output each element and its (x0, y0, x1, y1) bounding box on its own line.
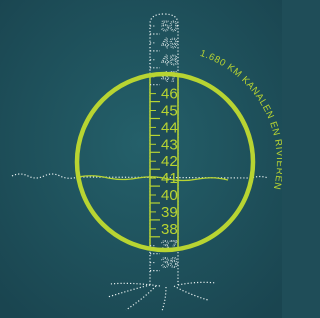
gauge-label: 41 (161, 170, 178, 187)
gauge-label: 47 (161, 69, 178, 86)
gauge-label: 48 (161, 52, 178, 69)
gauge-label: 46 (161, 86, 178, 103)
gauge-label: 49 (161, 35, 178, 52)
gauge-label: 38 (161, 221, 178, 238)
gauge-label: 36 (161, 255, 178, 272)
gauge-label: 44 (161, 119, 178, 136)
gauge-label: 50 (161, 18, 178, 35)
gauge-label: 45 (161, 102, 178, 119)
background (0, 0, 282, 318)
gauge-label: 42 (161, 153, 178, 170)
gauge-label: 40 (161, 187, 178, 204)
gauge-label: 43 (161, 136, 178, 153)
gauge-label: 39 (161, 204, 178, 221)
